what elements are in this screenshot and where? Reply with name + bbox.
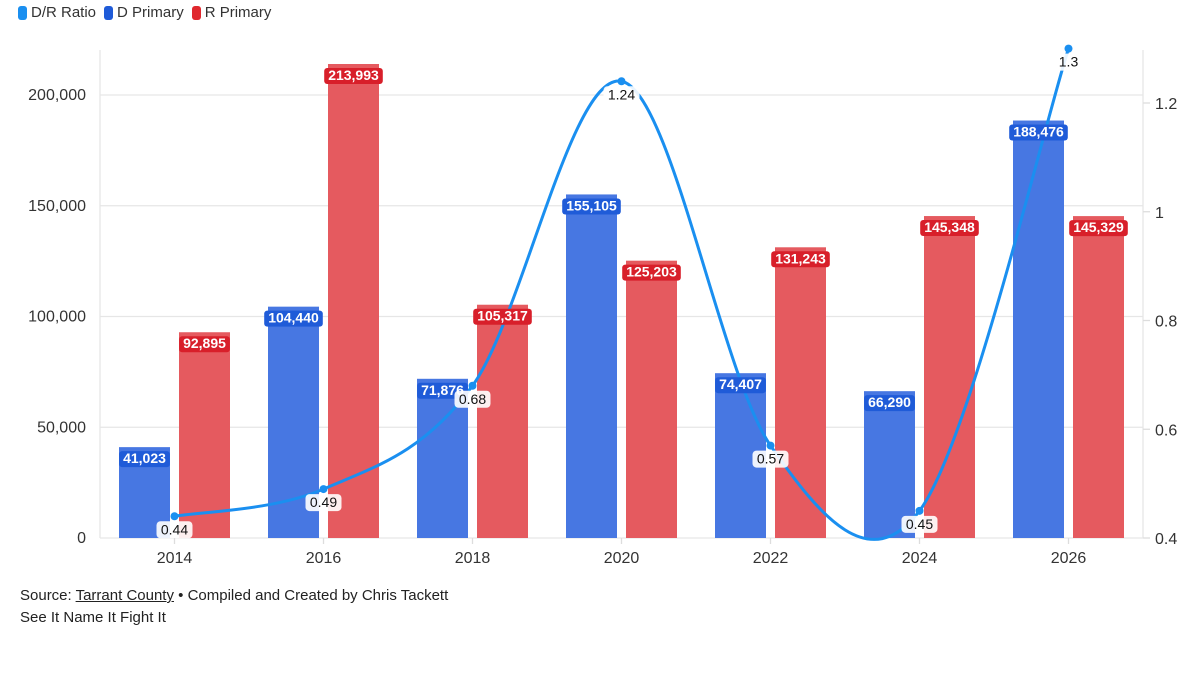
source-link[interactable]: Tarrant County (75, 587, 174, 604)
ratio-point (319, 485, 328, 494)
ratio-point (915, 506, 924, 515)
ratio-point (468, 381, 477, 390)
r-primary-data-label: 92,895 (183, 335, 226, 351)
d-primary-data-label: 71,876 (421, 382, 464, 398)
legend-item-ratio[interactable]: D/R Ratio (18, 4, 96, 21)
right-tick-label: 0.4 (1155, 531, 1177, 548)
r-primary-bar (179, 332, 230, 538)
d-primary-bar (864, 391, 915, 538)
d-primary-label-bg (715, 377, 766, 394)
d-primary-bar (1013, 120, 1064, 538)
x-tick-label: 2026 (1051, 550, 1087, 567)
left-tick-label: 0 (77, 530, 86, 547)
r-primary-label-bg (622, 264, 681, 281)
r-primary-data-label: 145,329 (1073, 219, 1124, 235)
r-primary-label-bg (179, 336, 230, 353)
tagline: See It Name It Fight It (20, 609, 166, 626)
ratio-label-bg (752, 450, 789, 468)
ratio-label-bg (156, 521, 193, 539)
r-primary-label-bg (1069, 220, 1128, 237)
legend-label-r-primary: R Primary (204, 4, 272, 21)
ratio-label-bg (603, 86, 640, 104)
x-tick-label: 2016 (306, 550, 342, 567)
ratio-point (170, 512, 179, 521)
right-tick-label: 0.6 (1155, 422, 1177, 439)
d-primary-label-bg (119, 451, 170, 468)
source-prefix: Source: (20, 587, 76, 604)
x-tick-label: 2024 (902, 550, 938, 567)
ratio-label-bg (1054, 53, 1083, 71)
r-primary-label-bg (771, 251, 830, 268)
legend: D/R Ratio D Primary R Primary (18, 4, 271, 21)
ratio-data-label: 1.24 (608, 86, 635, 102)
left-tick-label: 100,000 (28, 309, 86, 326)
ratio-data-label: 0.45 (906, 516, 933, 532)
r-primary-label-bg (324, 68, 383, 85)
d-primary-data-label: 188,476 (1013, 124, 1064, 140)
r-primary-bar (775, 247, 826, 538)
gridlines (99, 50, 1144, 539)
legend-swatch-r-primary (191, 5, 201, 20)
ratio-data-label: 0.44 (161, 521, 188, 537)
r-primary-data-label: 125,203 (626, 264, 677, 280)
d-primary-label-bg (1009, 124, 1068, 141)
left-tick-label: 50,000 (37, 419, 86, 436)
d-primary-data-label: 74,407 (719, 376, 762, 392)
r-primary-data-label: 213,993 (328, 67, 379, 83)
r-primary-bar (924, 216, 975, 538)
ratio-data-label: 1.3 (1059, 54, 1079, 70)
legend-label-d-primary: D Primary (117, 4, 184, 21)
ratio-data-label: 0.68 (459, 391, 486, 407)
left-tick-label: 200,000 (28, 87, 86, 104)
legend-swatch-d-primary (104, 5, 114, 20)
d-primary-data-label: 41,023 (123, 450, 166, 466)
ratio-point (1064, 44, 1073, 53)
ratio-label-bg (305, 494, 342, 512)
r-primary-data-label: 105,317 (477, 308, 528, 324)
axes-layer: 0 50,000 100,000 150,000 200,000 0.4 0.6 0.8 1 1.… (28, 87, 1177, 567)
d-primary-bar (566, 194, 617, 538)
legend-item-r-primary[interactable]: R Primary (191, 4, 272, 21)
legend-label-ratio: D/R Ratio (31, 4, 97, 21)
right-tick-label: 1 (1155, 205, 1164, 222)
d-primary-label-bg (562, 198, 621, 215)
d-primary-label-bg (864, 395, 915, 412)
x-tick-label: 2020 (604, 550, 640, 567)
r-primary-bar (1073, 216, 1124, 539)
source-line: Source: Tarrant County • Compiled and Cr… (20, 585, 448, 607)
ratio-point (617, 77, 626, 86)
source-credit: • Compiled and Created by Chris Tackett (173, 587, 449, 604)
d-primary-data-label: 155,105 (566, 197, 617, 213)
r-primary-bar (626, 260, 677, 538)
r-primary-label-bg (920, 220, 979, 237)
ratio-data-label: 0.57 (757, 451, 784, 467)
chart-footer: Source: Tarrant County • Compiled and Cr… (20, 585, 448, 629)
d-primary-data-label: 104,440 (268, 310, 319, 326)
ratio-line (174, 48, 1070, 541)
d-primary-data-label: 66,290 (868, 394, 911, 410)
right-tick-label: 1.2 (1155, 96, 1177, 113)
x-tick-label: 2022 (753, 550, 789, 567)
d-primary-label-bg (264, 310, 323, 327)
x-tick-label: 2014 (157, 550, 193, 567)
legend-swatch-ratio (18, 5, 27, 20)
data-labels-layer: 41,023 104,440 71,876 155,105 74,407 66,290 18… (119, 53, 1128, 539)
r-primary-data-label: 131,243 (775, 250, 826, 266)
x-tick-label: 2018 (455, 550, 491, 567)
r-primary-label-bg (473, 308, 532, 325)
left-tick-label: 150,000 (28, 198, 86, 215)
ratio-line-layer (170, 44, 1073, 541)
legend-item-d-primary[interactable]: D Primary (104, 4, 184, 21)
r-primary-data-label: 145,348 (924, 219, 975, 235)
r-primary-bar (328, 64, 379, 539)
r-primary-bar (477, 304, 528, 538)
ratio-data-label: 0.49 (310, 494, 337, 510)
ratio-point (766, 441, 775, 450)
ratio-label-bg (901, 515, 938, 533)
bars-layer (119, 64, 1124, 539)
right-tick-label: 0.8 (1155, 314, 1177, 331)
ratio-label-bg (454, 390, 491, 408)
